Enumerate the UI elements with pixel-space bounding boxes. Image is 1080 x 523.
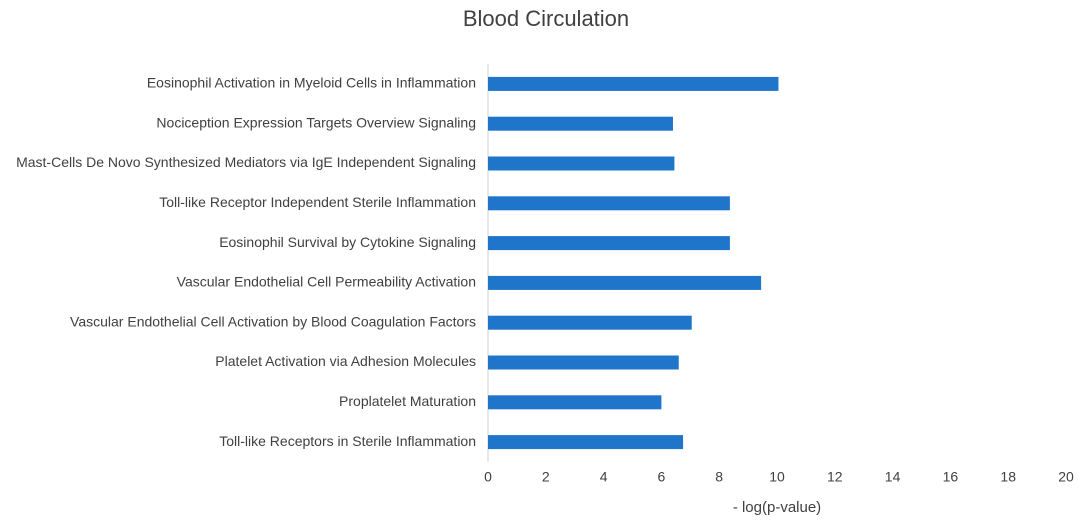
y-tick-label: Eosinophil Activation in Myeloid Cells i… bbox=[147, 75, 476, 91]
x-tick-label: 14 bbox=[885, 469, 901, 485]
chart-title: Blood Circulation bbox=[463, 6, 629, 31]
y-tick-label: Toll-like Receptors in Sterile Inflammat… bbox=[219, 433, 476, 449]
bar bbox=[488, 315, 692, 330]
bar bbox=[488, 395, 662, 410]
y-tick-label: Mast-Cells De Novo Synthesized Mediators… bbox=[16, 154, 476, 170]
x-tick-label: 18 bbox=[1000, 469, 1016, 485]
x-axis-label: - log(p-value) bbox=[733, 499, 821, 516]
y-tick-label: Vascular Endothelial Cell Permeability A… bbox=[177, 274, 476, 290]
x-tick-label: 0 bbox=[484, 469, 492, 485]
y-tick-label: Eosinophil Survival by Cytokine Signalin… bbox=[219, 234, 476, 250]
x-tick-label: 2 bbox=[542, 469, 550, 485]
bar bbox=[488, 435, 684, 450]
x-tick-label: 4 bbox=[600, 469, 608, 485]
bar bbox=[488, 116, 673, 131]
y-tick-label: Proplatelet Maturation bbox=[339, 393, 476, 409]
y-tick-label: Vascular Endothelial Cell Activation by … bbox=[70, 313, 476, 329]
x-tick-label: 16 bbox=[943, 469, 959, 485]
x-tick-label: 8 bbox=[715, 469, 723, 485]
y-tick-label: Toll-like Receptor Independent Sterile I… bbox=[159, 194, 476, 210]
x-tick-label: 10 bbox=[769, 469, 785, 485]
bar bbox=[488, 355, 679, 370]
bar bbox=[488, 76, 779, 91]
y-tick-label: Platelet Activation via Adhesion Molecul… bbox=[215, 353, 476, 369]
bar bbox=[488, 156, 675, 171]
x-tick-label: 20 bbox=[1058, 469, 1074, 485]
x-tick-label: 6 bbox=[658, 469, 666, 485]
y-tick-label: Nociception Expression Targets Overview … bbox=[156, 114, 476, 130]
bar bbox=[488, 236, 730, 251]
bar bbox=[488, 275, 762, 290]
x-tick-label: 12 bbox=[827, 469, 843, 485]
bar bbox=[488, 196, 730, 211]
